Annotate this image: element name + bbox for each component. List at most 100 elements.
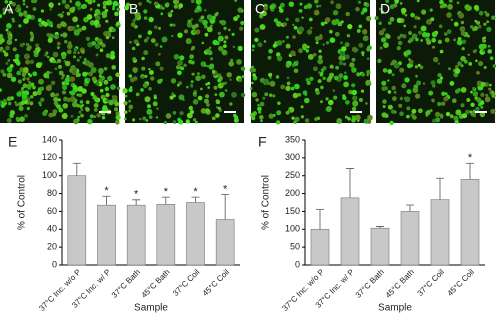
cell: [47, 37, 53, 43]
cell: [228, 28, 231, 32]
cell: [4, 0, 9, 4]
cell: [124, 117, 127, 121]
cell: [425, 32, 431, 37]
cell: [56, 23, 62, 29]
cell: [250, 112, 256, 118]
error-bar: [376, 226, 384, 229]
x-tick-label: 37°C Coil: [171, 267, 201, 297]
cell: [322, 76, 326, 81]
cell: [413, 34, 417, 38]
cell: [241, 75, 245, 78]
cell: [58, 70, 64, 76]
cell: [461, 27, 464, 31]
cell: [29, 37, 34, 42]
cell: [403, 24, 407, 28]
chart: E % of Control Sample 0 20 40 60 80 100 120 140 37°…: [8, 134, 240, 314]
cell: [30, 95, 34, 99]
cell: [36, 89, 42, 96]
cell: [406, 106, 411, 111]
cell: [183, 63, 187, 67]
cell: [397, 36, 401, 40]
cell: [78, 27, 83, 32]
cell: [157, 79, 162, 84]
cell: [102, 5, 107, 9]
cell: [110, 84, 116, 90]
cell: [458, 12, 465, 19]
cell: [138, 34, 142, 39]
cell: [455, 109, 462, 116]
cell: [262, 96, 266, 100]
cell: [65, 81, 70, 86]
cell: [112, 0, 119, 7]
cell: [344, 71, 347, 75]
cell: [483, 36, 487, 39]
cell: [115, 120, 120, 125]
cell: [143, 9, 148, 14]
cell: [131, 46, 136, 51]
cell: [83, 58, 87, 61]
scale-bar: [475, 111, 487, 113]
cell: [254, 37, 259, 43]
cell: [207, 86, 210, 89]
cell: [95, 53, 99, 57]
cell: [236, 59, 242, 65]
cell: [38, 101, 42, 105]
cell: [111, 36, 115, 39]
cell: [206, 65, 210, 68]
cell: [412, 87, 419, 94]
cell: [224, 35, 229, 40]
cell: [238, 78, 243, 83]
cell: [400, 7, 407, 14]
cell: [347, 24, 353, 30]
cell: [211, 116, 216, 121]
cell: [282, 22, 287, 27]
cell: [56, 41, 61, 46]
cell: [7, 59, 11, 62]
cell: [204, 64, 207, 67]
panel-label: D: [380, 1, 390, 17]
cell: [319, 4, 322, 8]
cell: [484, 82, 489, 87]
cell: [488, 87, 492, 91]
cell: [128, 99, 132, 103]
y-tick-label: 60: [47, 206, 57, 216]
cell: [387, 104, 393, 110]
cell: [70, 114, 74, 118]
cell: [23, 10, 28, 15]
cell: [46, 76, 50, 79]
cell: [50, 24, 53, 28]
cell: [445, 111, 451, 117]
cell: [123, 101, 128, 106]
cell: [204, 32, 209, 37]
cell: [224, 89, 228, 92]
cell: [94, 8, 101, 15]
cell: [112, 7, 115, 11]
cell: [14, 58, 20, 64]
cell: [397, 40, 403, 46]
cell: [351, 67, 357, 73]
x-tick-label: 37°C Coil: [416, 267, 446, 297]
cell: [229, 102, 233, 106]
cell: [5, 28, 9, 32]
cell: [487, 44, 491, 48]
cell: [20, 88, 24, 92]
cell: [207, 50, 213, 56]
cell: [448, 67, 451, 71]
cell: [396, 46, 401, 51]
cell: [398, 103, 403, 108]
cell: [146, 0, 150, 3]
y-tick-label: 300: [285, 152, 300, 162]
cell: [217, 35, 224, 42]
cell: [449, 81, 455, 86]
y-tick-label: 50: [290, 242, 300, 252]
cell: [455, 65, 459, 69]
error-bar: [132, 199, 141, 206]
cell: [28, 73, 33, 78]
cell: [329, 64, 334, 69]
cell: [180, 66, 185, 71]
cell: [142, 116, 147, 121]
cell: [81, 25, 87, 31]
cell: [391, 85, 397, 91]
cell: [206, 14, 213, 20]
cell: [38, 78, 44, 85]
